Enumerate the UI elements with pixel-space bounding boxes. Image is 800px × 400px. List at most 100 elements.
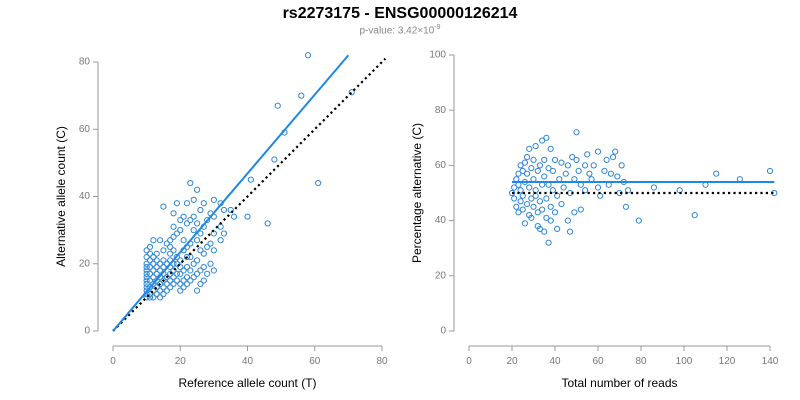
plot1-point xyxy=(163,240,170,247)
plot1-point xyxy=(170,267,177,274)
plot1-point xyxy=(170,233,177,240)
plot1-y-tick-label: 60 xyxy=(79,124,91,135)
plot2-point xyxy=(625,187,632,194)
plot1-x-tick-label: 80 xyxy=(376,356,388,367)
plot1-x-tick-label: 0 xyxy=(110,356,116,367)
plot2-point xyxy=(622,203,630,210)
plot1-point xyxy=(244,213,251,220)
plot2-point xyxy=(547,203,554,210)
plot1-point xyxy=(217,223,224,230)
plot2-point xyxy=(523,200,531,208)
plot1-point xyxy=(193,257,201,264)
plot1-point xyxy=(180,277,187,284)
plot1-point xyxy=(170,223,177,230)
plot1-point xyxy=(177,287,184,294)
plot2-point xyxy=(549,167,556,175)
plot1-point xyxy=(167,243,174,251)
plot2-point xyxy=(607,170,615,177)
plot1-point xyxy=(153,250,160,257)
plot2-points xyxy=(508,129,778,246)
plot2-point xyxy=(562,170,569,177)
plot1-point xyxy=(150,274,157,281)
plot1-point xyxy=(146,270,154,277)
plot1-point xyxy=(183,253,191,261)
plot1-point xyxy=(177,280,184,288)
plot2-point xyxy=(547,145,554,152)
plot2-point xyxy=(515,170,522,177)
plot2-point xyxy=(713,170,720,177)
plot1-point xyxy=(143,264,150,271)
plot1-point xyxy=(264,220,271,227)
plot2-point xyxy=(566,228,574,235)
plot2-y-axis: 0 20 40 60 80 100 Percentage alternative (C) xyxy=(410,50,455,337)
plot2-point xyxy=(543,195,550,202)
plot1-point xyxy=(187,277,194,284)
plot1-point xyxy=(187,216,194,224)
plot2-point xyxy=(554,225,561,232)
plot2-point xyxy=(528,214,535,221)
plot1-point xyxy=(167,277,174,284)
plot1-point xyxy=(220,230,228,237)
plot2-x-tick-label: 140 xyxy=(762,356,779,367)
plot2-point xyxy=(534,209,541,216)
plot1-point xyxy=(153,290,160,298)
plot2-point xyxy=(536,198,544,205)
plot1-point xyxy=(227,206,234,214)
plot1-point xyxy=(146,243,154,251)
plot2-point xyxy=(766,167,774,175)
plot1-point xyxy=(150,294,157,301)
plot1-point xyxy=(173,277,180,284)
plot2-point xyxy=(577,206,584,213)
plot1-point xyxy=(143,253,150,261)
plot1-point xyxy=(200,277,207,284)
plot1-point xyxy=(190,260,197,267)
plot2-point xyxy=(549,187,556,194)
plot2-point xyxy=(528,165,535,172)
plot2-point xyxy=(584,151,591,158)
plot2-point xyxy=(582,187,589,194)
plot1-point xyxy=(200,250,207,257)
plot1-point xyxy=(173,253,180,261)
plot2-point xyxy=(523,170,531,177)
plot1-point xyxy=(230,213,238,220)
plot2-y-tick-label: 60 xyxy=(435,160,447,171)
plot1-y-tick-label: 80 xyxy=(79,57,91,68)
plot1-y-axis-title: Alternative allele count (C) xyxy=(54,126,68,267)
plot1-point xyxy=(160,264,167,271)
plot1-point xyxy=(183,200,191,207)
plot1-point xyxy=(167,237,174,244)
pvalue-times: ×10 xyxy=(417,25,435,37)
plot1-point xyxy=(156,294,164,301)
plot1-point xyxy=(193,186,201,193)
plot1-point xyxy=(177,270,184,277)
plot1-point xyxy=(190,196,197,203)
plot2-point xyxy=(536,162,544,169)
plot1-point xyxy=(200,264,207,271)
plot1-x-tick-label: 60 xyxy=(309,356,321,367)
plot1-point xyxy=(183,274,191,281)
plot1-point xyxy=(197,247,204,254)
plot1-points xyxy=(143,52,355,301)
plot1-point xyxy=(146,250,154,257)
plot1-point xyxy=(160,247,167,254)
plot2-point xyxy=(511,184,518,191)
plot2-point xyxy=(534,167,541,175)
plot2-point xyxy=(536,225,544,232)
plot1-point xyxy=(156,260,164,267)
plot2-point xyxy=(601,167,608,175)
plot1-point xyxy=(170,210,177,217)
plot1-point xyxy=(190,213,197,220)
plot2-point xyxy=(519,206,526,213)
plot1-point xyxy=(160,257,167,264)
plot1-point xyxy=(170,274,177,281)
plot2-point xyxy=(508,189,516,197)
plot2-point xyxy=(543,134,550,141)
plot1-point xyxy=(153,257,160,264)
plot2-point xyxy=(594,184,602,191)
plot2-point xyxy=(573,156,580,163)
plot2-point xyxy=(528,195,535,202)
plot2-x-axis-title: Total number of reads xyxy=(561,376,677,390)
plot2-point xyxy=(543,214,550,221)
plot1-point xyxy=(204,216,211,224)
plot2-point xyxy=(612,148,619,155)
